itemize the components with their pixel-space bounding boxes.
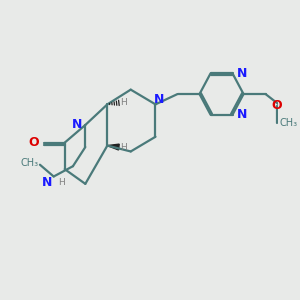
Text: N: N [236,67,247,80]
Text: N: N [154,93,164,106]
Text: N: N [72,118,82,131]
Text: N: N [42,176,52,190]
Text: CH₃: CH₃ [20,158,38,168]
Text: N: N [236,108,247,121]
Text: CH₃: CH₃ [279,118,297,128]
Text: H: H [121,98,127,107]
Text: O: O [272,99,282,112]
Text: H: H [121,142,127,152]
Text: O: O [28,136,38,149]
Polygon shape [107,144,119,150]
Text: H: H [58,178,64,188]
